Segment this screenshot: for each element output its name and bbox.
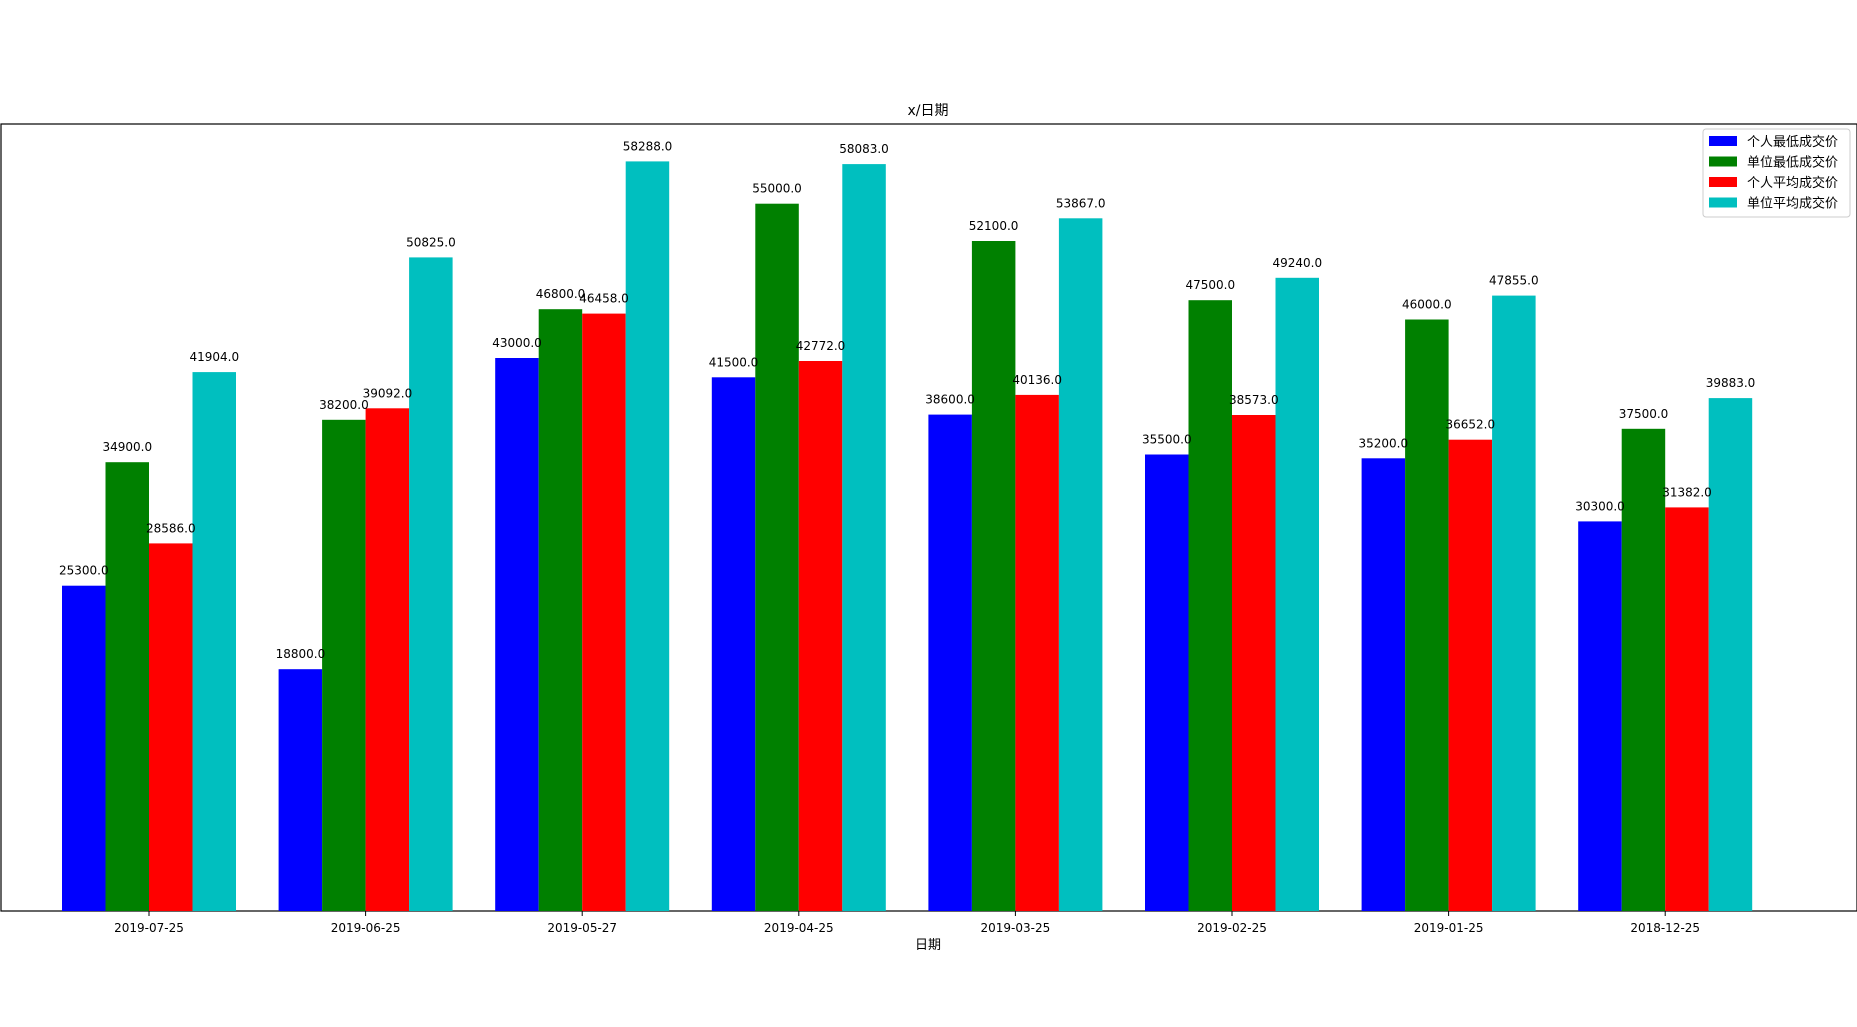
x-axis-label: 日期 xyxy=(915,938,941,953)
data-label: 35200.0 xyxy=(1358,436,1408,450)
chart-title: x/日期 xyxy=(907,103,948,119)
x-tick-label: 2019-05-27 xyxy=(547,921,617,935)
bar-4-5 xyxy=(1058,218,1103,912)
data-label: 34900.0 xyxy=(102,440,152,454)
legend-swatch xyxy=(1709,177,1737,187)
bar-2-5 xyxy=(971,241,1016,911)
legend-label: 单位最低成交价 xyxy=(1747,155,1838,171)
bar-3-6 xyxy=(1232,415,1276,911)
data-label: 50825.0 xyxy=(406,235,456,249)
legend-label: 单位平均成交价 xyxy=(1747,196,1838,212)
data-label: 36652.0 xyxy=(1445,418,1495,432)
data-label: 46458.0 xyxy=(579,292,629,306)
bar-1-3 xyxy=(495,358,539,911)
data-label: 37500.0 xyxy=(1619,407,1669,421)
data-label: 42772.0 xyxy=(796,339,846,353)
data-label: 55000.0 xyxy=(752,182,802,196)
data-label: 53867.0 xyxy=(1056,196,1106,210)
bar-2-1 xyxy=(105,462,149,911)
data-label: 41500.0 xyxy=(709,355,759,369)
bar-2-8 xyxy=(1621,428,1666,911)
bar-2-6 xyxy=(1188,300,1232,911)
bar-4-1 xyxy=(192,372,236,912)
data-label: 40136.0 xyxy=(1012,373,1062,387)
data-label: 46800.0 xyxy=(536,287,586,301)
bar-2-3 xyxy=(538,309,583,911)
bar-3-1 xyxy=(149,543,193,911)
data-labels-layer: 25300.0 34900.0 28586.0 41904.0 18800.0 38200… xyxy=(59,139,1755,661)
bar-3-5 xyxy=(1015,394,1059,911)
x-tick-label: 2019-04-25 xyxy=(764,921,834,935)
bar-4-7 xyxy=(1492,295,1536,912)
data-label: 52100.0 xyxy=(969,219,1019,233)
data-label: 28586.0 xyxy=(146,521,196,535)
x-tick-label: 2019-03-25 xyxy=(981,921,1051,935)
x-axis: 2019-07-25 2019-06-25 2019-05-27 2019-04-25… xyxy=(114,911,1700,935)
data-label: 39883.0 xyxy=(1706,376,1756,390)
x-tick-label: 2019-02-25 xyxy=(1197,921,1267,935)
data-label: 46000.0 xyxy=(1402,298,1452,312)
bar-1-8 xyxy=(1578,521,1622,911)
data-label: 38573.0 xyxy=(1229,393,1279,407)
bar-4-4 xyxy=(842,164,886,912)
data-label: 41904.0 xyxy=(189,350,239,364)
data-label: 38200.0 xyxy=(319,398,369,412)
data-label: 58288.0 xyxy=(623,139,673,153)
x-tick-label: 2019-01-25 xyxy=(1414,921,1484,935)
bar-3-4 xyxy=(798,361,843,911)
legend-label: 个人最低成交价 xyxy=(1747,134,1838,150)
bar-2-4 xyxy=(755,203,799,911)
bar-3-3 xyxy=(582,313,626,912)
x-tick-label: 2019-06-25 xyxy=(331,921,401,935)
bar-2-7 xyxy=(1405,319,1449,911)
data-label: 38600.0 xyxy=(925,393,975,407)
bar-4-6 xyxy=(1275,277,1319,911)
data-label: 39092.0 xyxy=(363,386,413,400)
data-label: 58083.0 xyxy=(839,142,889,156)
data-label: 47855.0 xyxy=(1489,274,1539,288)
data-label: 31382.0 xyxy=(1662,485,1712,499)
bar-1-2 xyxy=(278,669,323,911)
data-label: 25300.0 xyxy=(59,564,109,578)
legend-swatch xyxy=(1709,156,1737,167)
bar-3-7 xyxy=(1448,439,1493,911)
data-label: 43000.0 xyxy=(492,336,542,350)
legend-swatch xyxy=(1709,136,1737,146)
bar-1-7 xyxy=(1361,458,1406,911)
bar-4-2 xyxy=(409,257,453,911)
bar-1-6 xyxy=(1145,454,1189,911)
bar-3-8 xyxy=(1665,507,1709,911)
x-tick-label: 2019-07-25 xyxy=(114,921,184,935)
data-label: 47500.0 xyxy=(1185,278,1235,292)
bar-4-3 xyxy=(625,161,670,911)
x-tick-label: 2018-12-25 xyxy=(1630,921,1700,935)
data-label: 49240.0 xyxy=(1272,256,1322,270)
data-label: 30300.0 xyxy=(1575,499,1625,513)
bar-2-2 xyxy=(322,419,366,911)
bar-3-2 xyxy=(365,408,410,911)
bar-1-4 xyxy=(711,377,756,911)
legend-label: 个人平均成交价 xyxy=(1747,175,1838,191)
legend-box xyxy=(1702,128,1851,218)
legend-swatch xyxy=(1709,197,1737,208)
bars-layer xyxy=(62,161,1753,912)
bar-4-8 xyxy=(1708,398,1753,912)
data-label: 35500.0 xyxy=(1142,433,1192,447)
bar-1-1 xyxy=(62,585,106,911)
bar-1-5 xyxy=(928,414,972,911)
data-label: 18800.0 xyxy=(276,647,326,661)
